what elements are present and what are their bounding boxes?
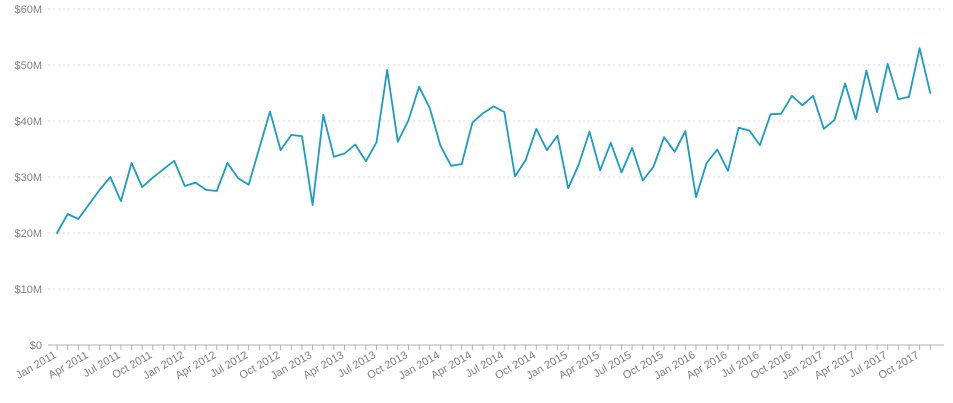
y-tick-label: $40M (14, 116, 42, 128)
y-tick-label: $30M (14, 172, 42, 184)
series (56, 47, 932, 234)
y-axis-tick-labels: $0 $10M $20M $30M $40M $50M $60M (14, 4, 42, 352)
y-tick-label: $10M (14, 284, 42, 296)
y-tick-label: $50M (14, 60, 42, 72)
series-line (56, 47, 932, 234)
y-tick-label: $20M (14, 228, 42, 240)
y-tick-label: $60M (14, 4, 42, 16)
gridlines (48, 8, 944, 290)
y-tick-label: $0 (30, 340, 42, 352)
